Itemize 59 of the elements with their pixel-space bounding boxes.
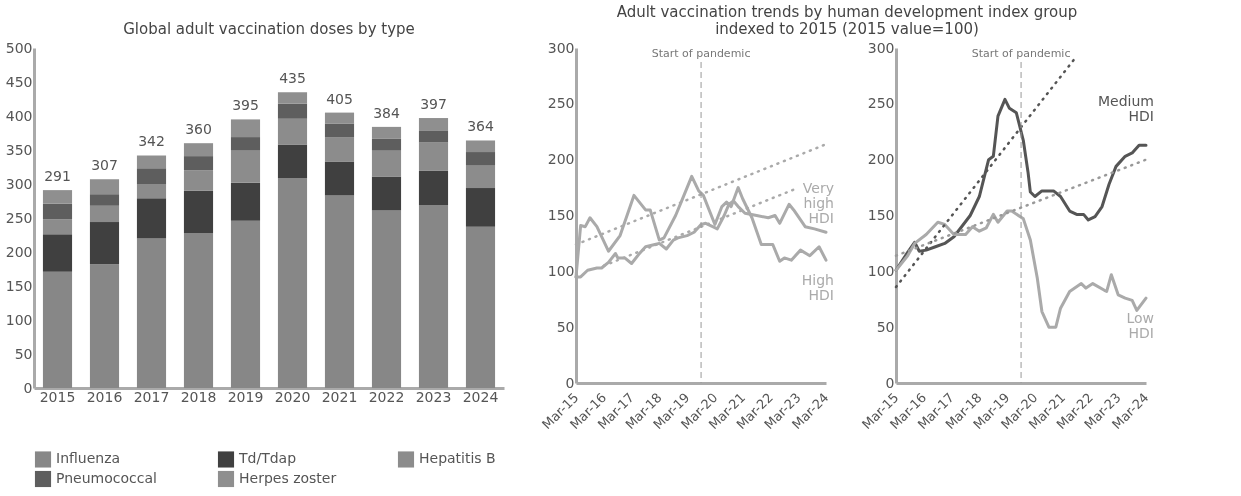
total-label: 435: [279, 70, 306, 87]
y-tick-label: 150: [867, 207, 895, 223]
x-tick-label: 2022: [368, 388, 405, 405]
total-label: 360: [185, 121, 212, 138]
legend-label: Td/Tdap: [238, 450, 297, 467]
y-tick-label: 250: [5, 209, 33, 226]
y-tick-label: 350: [5, 141, 33, 158]
y-tick-label: 300: [547, 39, 575, 56]
x-tick-label: 2023: [415, 388, 452, 405]
total-label: 291: [44, 168, 71, 185]
y-tick-label: 50: [14, 345, 33, 362]
series-label: High HDI: [801, 272, 834, 304]
total-label: 342: [138, 133, 165, 150]
total-label: 384: [373, 104, 400, 121]
y-tick-label: 300: [867, 39, 895, 56]
x-tick-label: 2017: [133, 388, 170, 405]
y-tick-label: 300: [5, 175, 33, 192]
y-tick-label: 200: [547, 151, 575, 168]
y-tick-label: 250: [867, 95, 895, 112]
chart-title: Adult vaccination trends by human development index group: [616, 3, 1078, 21]
total-label: 307: [91, 157, 118, 174]
y-tick-label: 0: [23, 379, 33, 396]
series-label: Very high HDI: [802, 180, 834, 227]
y-tick-label: 100: [547, 262, 575, 279]
ref-line-label: Start of pandemic: [651, 47, 751, 60]
y-tick-label: 100: [5, 311, 33, 328]
y-tick-label: 200: [5, 243, 33, 260]
y-tick-label: 0: [565, 374, 575, 391]
total-label: 405: [326, 90, 353, 107]
legend-label: Pneumococcal: [56, 470, 157, 486]
y-tick-label: 100: [867, 262, 895, 279]
x-tick-label: 2015: [39, 388, 76, 405]
y-tick-label: 50: [556, 318, 575, 335]
chart-title: Global adult vaccination doses by type: [123, 20, 415, 38]
legend-label: Influenza: [56, 450, 121, 467]
y-tick-label: 400: [5, 107, 33, 124]
legend-label: Herpes zoster: [239, 470, 337, 486]
total-label: 397: [420, 96, 447, 113]
x-tick-label: 2020: [274, 388, 311, 405]
ref-line-label: Start of pandemic: [971, 47, 1071, 60]
y-tick-label: 500: [5, 39, 33, 56]
y-tick-label: 200: [867, 151, 895, 168]
x-tick-label: 2016: [86, 388, 123, 405]
y-tick-label: 50: [876, 318, 895, 335]
y-tick-label: 250: [547, 95, 575, 112]
y-tick-label: 0: [885, 374, 895, 391]
x-tick-label: 2019: [227, 388, 264, 405]
x-tick-label: 2024: [462, 388, 499, 405]
series-label: Medium HDI: [1098, 93, 1154, 125]
total-label: 395: [232, 97, 259, 114]
chart-subtitle: indexed to 2015 (2015 value=100): [715, 20, 979, 38]
series-label: Low HDI: [1126, 310, 1154, 342]
y-tick-label: 150: [547, 207, 575, 223]
x-tick-label: 2018: [180, 388, 217, 405]
total-label: 364: [467, 118, 494, 135]
x-tick-label: 2021: [321, 388, 358, 405]
y-tick-label: 450: [5, 73, 33, 90]
y-tick-label: 150: [5, 277, 33, 294]
legend-label: Hepatitis B: [419, 450, 496, 467]
